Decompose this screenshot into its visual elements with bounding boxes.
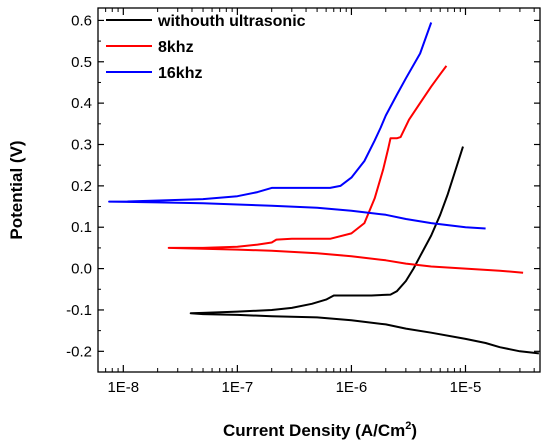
y-tick-label: 0.6 [71, 12, 92, 29]
y-tick-label: 0.2 [71, 178, 92, 195]
x-tick-label: 1E-7 [222, 379, 254, 396]
legend: withouth ultrasonic 8khz 16khz [106, 13, 306, 82]
legend-label-withouth-ultrasonic: withouth ultrasonic [157, 13, 306, 30]
series-layer [108, 22, 540, 355]
series-line-8khz [167, 65, 524, 274]
ticks-layer: -0.2 -0.1 0.0 0.1 0.2 0.3 0.4 0.5 0.6 1E-8 1E-7 1E-… [66, 8, 540, 396]
series-line-16khz [108, 22, 486, 230]
x-axis-title-main: Current Density (A/Cm [223, 421, 405, 440]
y-tick-label: -0.1 [66, 302, 92, 319]
y-tick-label: 0.4 [71, 95, 92, 112]
legend-label-16khz: 16khz [158, 65, 202, 82]
series-line-withouth-ultrasonic [189, 146, 540, 355]
y-tick-label: 0.5 [71, 54, 92, 71]
x-axis-title-superscript: 2 [405, 420, 411, 432]
x-tick-label: 1E-5 [450, 379, 482, 396]
x-axis-title: Current Density (A/Cm2) [223, 420, 417, 440]
x-tick-label: 1E-6 [336, 379, 368, 396]
y-tick-label: -0.2 [66, 343, 92, 360]
x-tick-label: 1E-8 [107, 379, 139, 396]
legend-label-8khz: 8khz [158, 39, 194, 56]
y-tick-label: 0.0 [71, 261, 92, 278]
x-axis-title-close: ) [411, 421, 417, 440]
y-tick-label: 0.1 [71, 219, 92, 236]
plot-frame [97, 7, 541, 373]
y-axis-title: Potential (V) [7, 140, 26, 239]
y-tick-label: 0.3 [71, 137, 92, 154]
